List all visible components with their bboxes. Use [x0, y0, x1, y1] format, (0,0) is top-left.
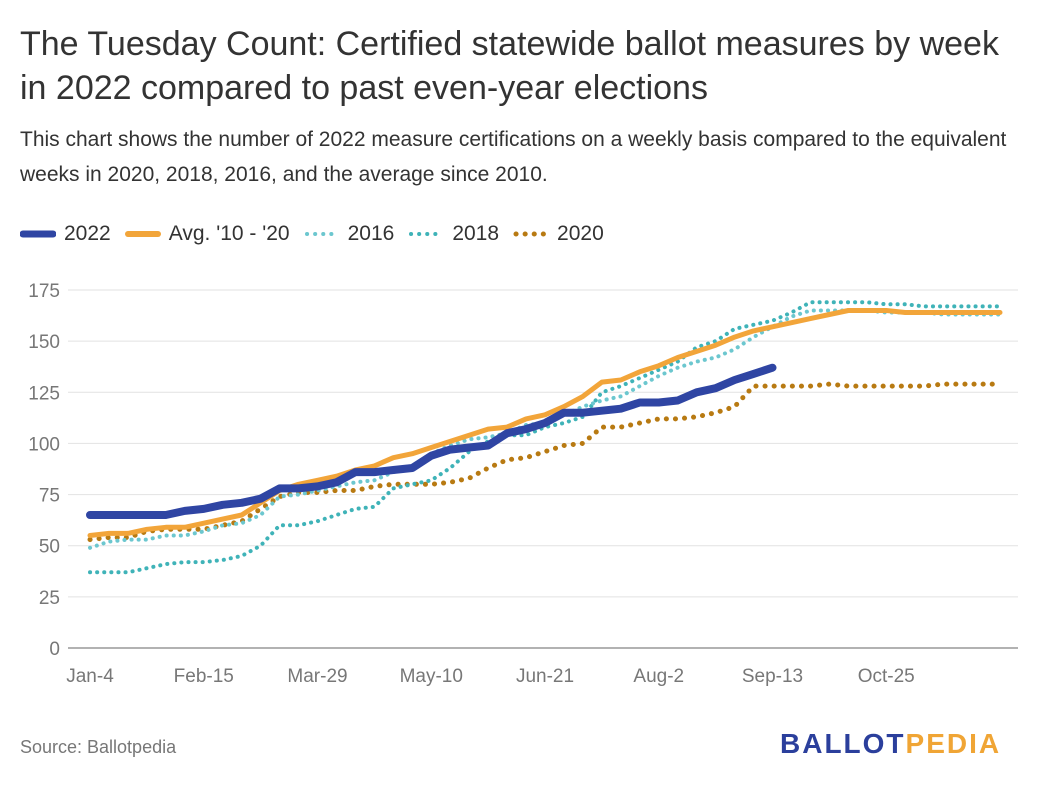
x-tick-label-1: Feb-15 — [174, 666, 234, 687]
y-tick-label-150: 150 — [28, 332, 60, 353]
legend-item-2020: 2020 — [513, 222, 604, 246]
y-tick-label-175: 175 — [28, 281, 60, 302]
legend-swatch-2018 — [409, 232, 444, 236]
logo-part-pedia: PEDIA — [905, 728, 1002, 759]
series-line-2022 — [86, 363, 777, 519]
legend-item-2018: 2018 — [408, 222, 499, 246]
series-line-avg-10-20 — [87, 308, 1003, 538]
legend-item-avg: Avg. '10 - '20 — [124, 222, 290, 246]
x-tick-label-5: Aug-2 — [633, 666, 684, 687]
legend-label-2016: 2016 — [347, 222, 395, 245]
legend-label-avg: Avg. '10 - '20 — [168, 222, 290, 245]
legend-item-2022: 2022 — [20, 222, 111, 246]
x-tick-label-6: Sep-13 — [742, 666, 803, 687]
legend-label-2022: 2022 — [64, 222, 111, 245]
y-tick-label-25: 25 — [39, 588, 60, 609]
chart-title: The Tuesday Count: Certified statewide b… — [20, 25, 999, 107]
y-tick-label-50: 50 — [39, 537, 60, 558]
x-tick-label-7: Oct-25 — [858, 666, 915, 687]
x-tick-label-4: Jun-21 — [516, 666, 574, 687]
y-tick-label-0: 0 — [49, 639, 60, 660]
logo-part-ballot: BALLOT — [780, 728, 906, 759]
series-line-2018 — [88, 300, 1002, 575]
chart-subtitle: This chart shows the number of 2022 meas… — [20, 128, 1007, 186]
legend-swatch-2022 — [20, 230, 56, 238]
x-tick-label-3: May-10 — [400, 666, 463, 687]
legend-swatch-avg — [124, 231, 161, 237]
ballotpedia-logo: BALLOTPEDIA — [780, 728, 1001, 760]
legend-label-2018: 2018 — [452, 222, 500, 245]
y-tick-label-75: 75 — [39, 486, 60, 507]
legend-item-2016: 2016 — [304, 222, 395, 246]
y-tick-label-100: 100 — [28, 434, 60, 455]
series-line-2016 — [88, 308, 1002, 550]
x-tick-label-2: Mar-29 — [287, 666, 347, 687]
legend-swatch-2020 — [513, 231, 549, 237]
legend-swatch-2016 — [304, 232, 339, 236]
x-tick-label-0: Jan-4 — [66, 666, 114, 687]
source-note: Source: Ballotpedia — [20, 737, 177, 757]
line-chart: 0 25 50 75 100 125 150 175 Jan-4 Feb-15 Mar-29 May-… — [28, 281, 1018, 687]
legend: 2022 Avg. '10 - '20 2016 2018 2020 — [20, 220, 618, 248]
legend-label-2020: 2020 — [557, 222, 604, 245]
y-tick-label-125: 125 — [28, 383, 60, 404]
